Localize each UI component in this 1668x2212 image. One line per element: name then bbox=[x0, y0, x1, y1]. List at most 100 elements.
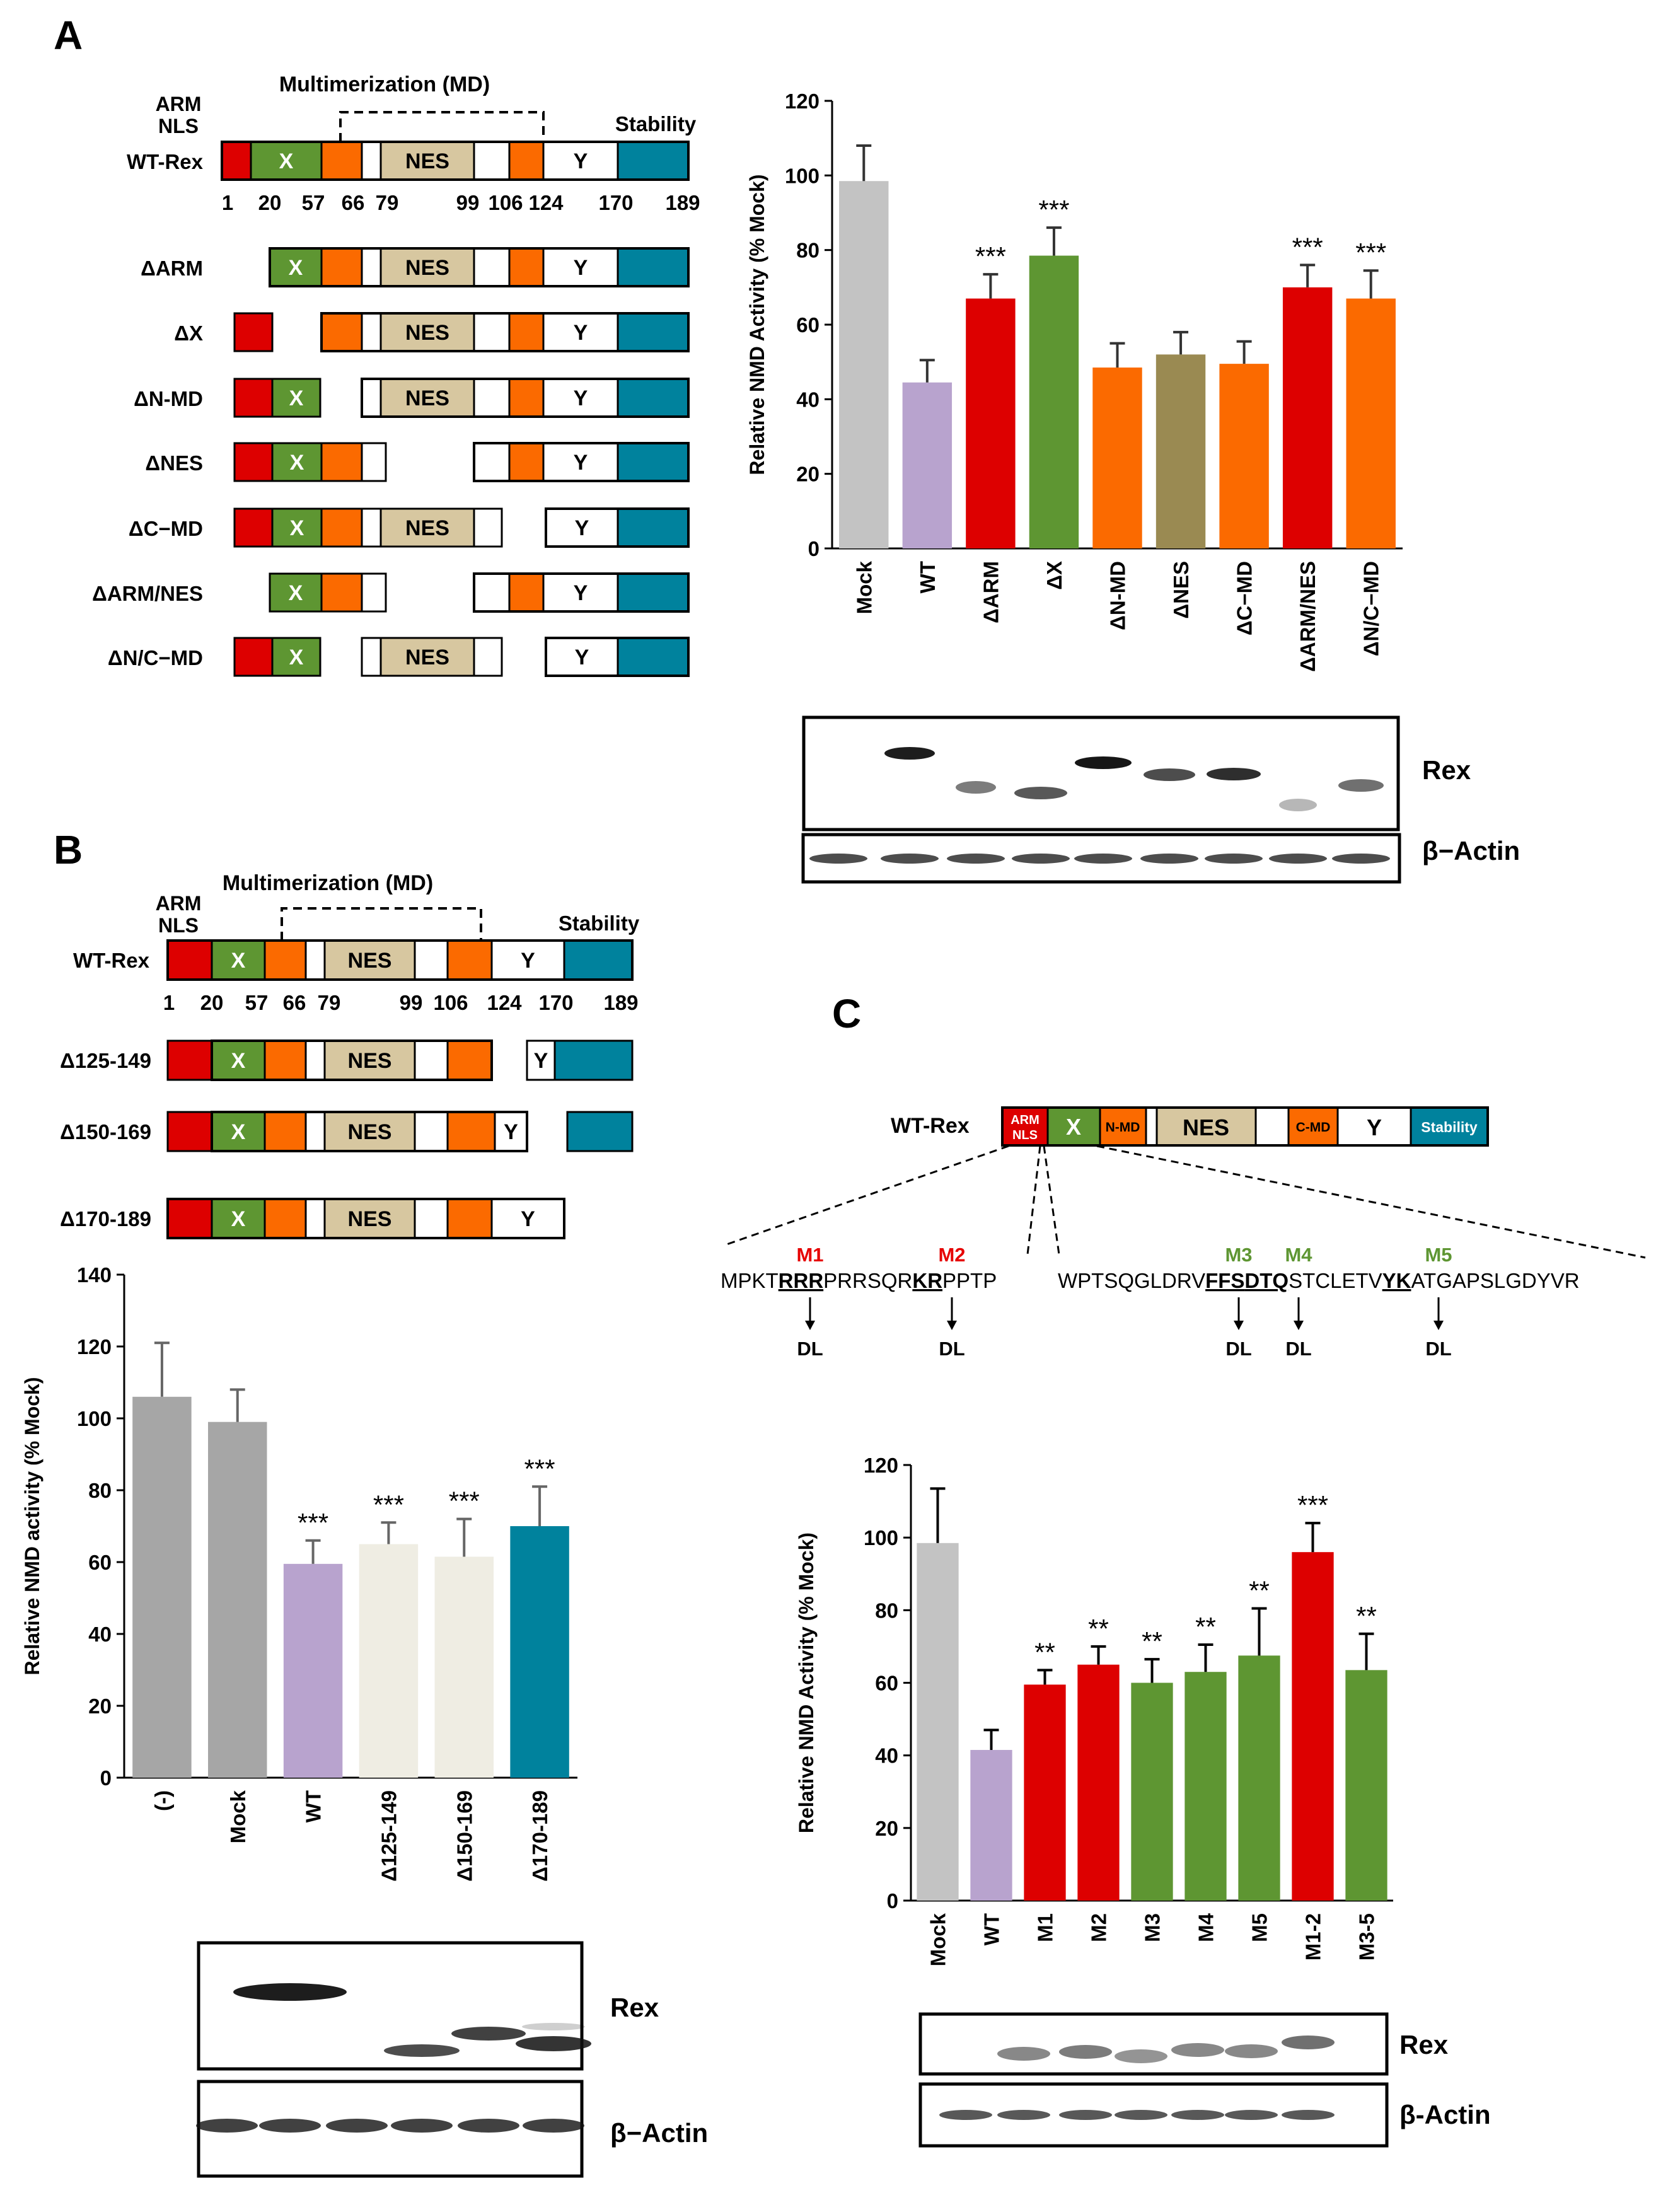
panel-c-blot-rex-label: Rex bbox=[1399, 2030, 1449, 2059]
panel-c-rex-band-4 bbox=[1171, 2043, 1224, 2057]
panel-a-construct-5-label-y: Y bbox=[575, 516, 589, 540]
panel-a-rex-band-6 bbox=[1207, 768, 1261, 780]
chartC-significance-5: ** bbox=[1195, 1612, 1216, 1642]
panel-c-zoom-line-1 bbox=[724, 1145, 1009, 1246]
panel-a-construct-0-outline bbox=[221, 141, 690, 181]
chartB-bar-2 bbox=[283, 1563, 343, 1778]
panel-a-blot-actin-label: β−Actin bbox=[1422, 836, 1520, 866]
chartA-category-5: ΔNES bbox=[1169, 561, 1193, 619]
panel-b-construct-label-0: WT-Rex bbox=[73, 949, 150, 972]
panel-a-construct-7: X NES Y bbox=[233, 637, 690, 677]
panel-a-rex-band-7 bbox=[1279, 799, 1317, 811]
panel-b-construct-2-label-y: Y bbox=[504, 1120, 518, 1144]
panel-a-construct-0-seg-md bbox=[508, 141, 545, 181]
panel-b-actin-band-1 bbox=[259, 2119, 321, 2133]
panel-b-construct-2-seg-arm bbox=[166, 1111, 213, 1152]
panel-c-construct-outline bbox=[1001, 1106, 1489, 1147]
panel-c-mutation-dl-1: DL bbox=[939, 1338, 964, 1360]
panel-a-construct-5-outline bbox=[545, 507, 690, 548]
chartA-error-bar-2 bbox=[983, 273, 999, 299]
panel-c-label-arm-1: ARM bbox=[1011, 1113, 1040, 1127]
chartA-ytick-label-2: 40 bbox=[796, 388, 820, 411]
panel-a-actin-band-1 bbox=[881, 854, 939, 864]
chartC-significance-8: ** bbox=[1356, 1601, 1377, 1631]
panel-a-construct-5: X NES Y bbox=[233, 507, 690, 548]
panel-a-residue-5: 99 bbox=[456, 191, 480, 214]
chartA-bar-3 bbox=[1029, 255, 1079, 548]
chartC-bar-5 bbox=[1184, 1672, 1227, 1901]
panel-b-construct-3-seg-w bbox=[414, 1198, 449, 1239]
panel-b-construct-3-seg-w bbox=[304, 1198, 326, 1239]
chartB-ytick-label-7: 140 bbox=[77, 1263, 112, 1287]
chartA-significance-7: *** bbox=[1292, 232, 1323, 262]
panel-a-construct-2-seg-arm bbox=[233, 312, 274, 352]
chartC-ytick-label-1: 20 bbox=[875, 1817, 898, 1840]
panel-b-western-blot: Rex β−Actin bbox=[196, 1941, 708, 2178]
chartC-error-bar-8 bbox=[1358, 1632, 1374, 1671]
panel-a-construct-3-label-x: X bbox=[289, 386, 304, 410]
panel-a-construct-label-0: WT-Rex bbox=[127, 150, 204, 173]
chartC-bar-1 bbox=[970, 1750, 1012, 1901]
chartA-bar-4 bbox=[1092, 368, 1142, 548]
chartA-bar-5 bbox=[1155, 354, 1206, 548]
panel-a-construct-7-outline bbox=[545, 637, 690, 677]
panel-a-construct-2-seg-md bbox=[320, 312, 363, 352]
panel-a-construct-0-seg-w bbox=[361, 141, 382, 181]
panel-b-construct-0-seg-w bbox=[414, 939, 449, 981]
chartC-bar-0 bbox=[917, 1543, 959, 1901]
chartB-error-bar-4 bbox=[456, 1517, 472, 1557]
chartC-ytick-label-4: 80 bbox=[875, 1599, 898, 1622]
chartC-bar-7 bbox=[1292, 1552, 1334, 1901]
panel-b-arm-label-1: ARM bbox=[156, 892, 202, 915]
chartA-error-bar-6 bbox=[1236, 340, 1252, 364]
panel-b-construct-2-seg-w bbox=[414, 1111, 449, 1152]
panel-a-construct-label-3: ΔN-MD bbox=[134, 387, 203, 410]
chartC-category-7: M1-2 bbox=[1302, 1913, 1325, 1960]
panel-a-arm-label-1: ARM bbox=[156, 93, 202, 115]
chartA-bar-2 bbox=[966, 298, 1016, 548]
panel-a-construct-2-label-y: Y bbox=[574, 321, 588, 345]
panel-a-construct-3-label-y: Y bbox=[574, 386, 588, 410]
chartB-category-4: Δ150-169 bbox=[453, 1790, 476, 1882]
panel-b-construct-2: X NES Y bbox=[166, 1111, 634, 1152]
chartC-error-bar-1 bbox=[983, 1728, 999, 1751]
panel-a-construct-6-label-y: Y bbox=[574, 581, 588, 605]
panel-a-construct-label-1: ΔARM bbox=[141, 257, 203, 280]
panel-c-actin-band-4 bbox=[1171, 2110, 1224, 2120]
chartC-significance-6: ** bbox=[1249, 1575, 1270, 1605]
panel-c-label-x: X bbox=[1066, 1114, 1081, 1140]
panel-c-actin-band-2 bbox=[1059, 2110, 1112, 2120]
panel-a-construct-0: X NES Y bbox=[221, 141, 690, 181]
panel-c-label-y: Y bbox=[1367, 1115, 1382, 1140]
panel-c-actin-band-3 bbox=[1115, 2110, 1167, 2120]
panel-a-blot-rex-label: Rex bbox=[1422, 755, 1471, 785]
panel-a-construct-5-seg-y bbox=[545, 507, 619, 548]
panel-a-construct-7-seg-stab bbox=[617, 637, 690, 677]
panel-b-letter: B bbox=[54, 827, 83, 872]
panel-a-rex-band-3 bbox=[1014, 787, 1067, 799]
chartA-category-2: ΔARM bbox=[979, 561, 1002, 623]
panel-b-construct-2-label-nes: NES bbox=[348, 1120, 392, 1144]
chartC-category-8: M3-5 bbox=[1355, 1913, 1379, 1960]
panel-a-construct-3-seg-w bbox=[361, 378, 382, 418]
chartC-category-4: M3 bbox=[1141, 1913, 1164, 1942]
panel-a-actin-band-5 bbox=[1140, 854, 1198, 864]
chartA-ytick-label-5: 100 bbox=[785, 164, 820, 187]
panel-b-residue-4: 79 bbox=[318, 991, 341, 1014]
chartC-bar-3 bbox=[1077, 1664, 1120, 1901]
panel-c-label-arm-2: NLS bbox=[1012, 1128, 1038, 1142]
panel-b-construct-0-seg-stab bbox=[563, 939, 634, 981]
panel-a-actin-band-0 bbox=[809, 854, 867, 864]
chartC-category-1: WT bbox=[980, 1913, 1004, 1945]
chartC-ytick-label-6: 120 bbox=[864, 1454, 898, 1477]
panel-a-construct-0-seg-md bbox=[320, 141, 363, 181]
panel-b-construct-1-seg-md bbox=[446, 1039, 493, 1081]
panel-a-construct-4-seg-w bbox=[473, 442, 511, 482]
chartB-ytick-label-0: 0 bbox=[100, 1766, 112, 1790]
panel-a-construct-5-seg-w bbox=[361, 507, 382, 548]
panel-b-md-bracket bbox=[281, 907, 482, 941]
panel-a-construct-0-label-nes: NES bbox=[405, 149, 449, 173]
panel-c-mutation-dl-2: DL bbox=[1225, 1338, 1251, 1360]
panel-b-arm-label-2: NLS bbox=[158, 914, 199, 937]
